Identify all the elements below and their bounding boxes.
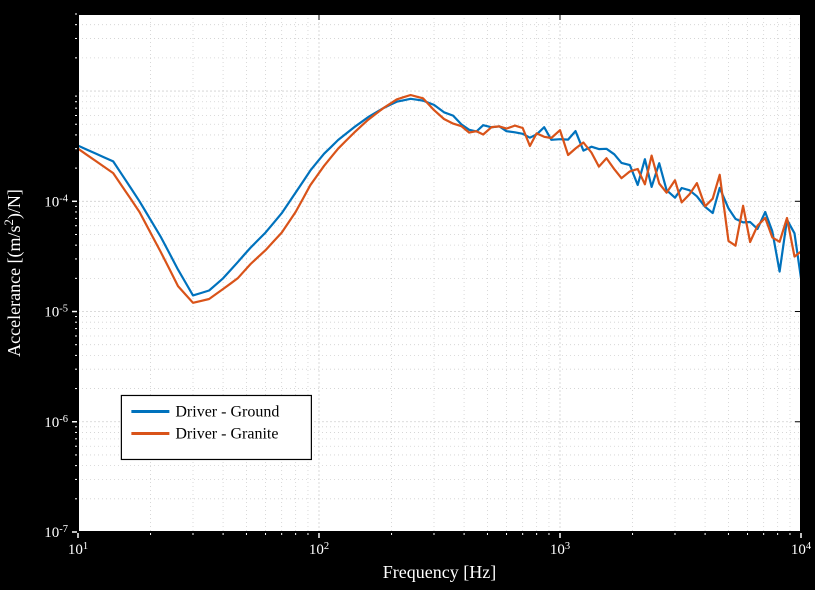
svg-text:10-4: 10-4	[44, 193, 68, 211]
svg-text:10-5: 10-5	[44, 303, 68, 321]
svg-text:103: 103	[550, 541, 570, 559]
line-chart: 101 102 103 104 10-7 10-6 10-5 10-4 Frequency [H…	[0, 0, 815, 590]
svg-text:10-7: 10-7	[44, 524, 68, 542]
svg-text:10-6: 10-6	[44, 413, 68, 431]
svg-text:Accelerance [(m/s2)/N]: Accelerance [(m/s2)/N]	[2, 189, 25, 357]
svg-text:Frequency [Hz]: Frequency [Hz]	[383, 562, 496, 582]
svg-text:Driver - Ground: Driver - Ground	[175, 403, 279, 420]
chart-container: 101 102 103 104 10-7 10-6 10-5 10-4 Frequency [H…	[0, 0, 815, 590]
svg-text:Driver - Granite: Driver - Granite	[175, 425, 278, 442]
svg-text:104: 104	[791, 541, 812, 559]
svg-text:102: 102	[309, 541, 329, 559]
svg-text:101: 101	[68, 541, 88, 559]
